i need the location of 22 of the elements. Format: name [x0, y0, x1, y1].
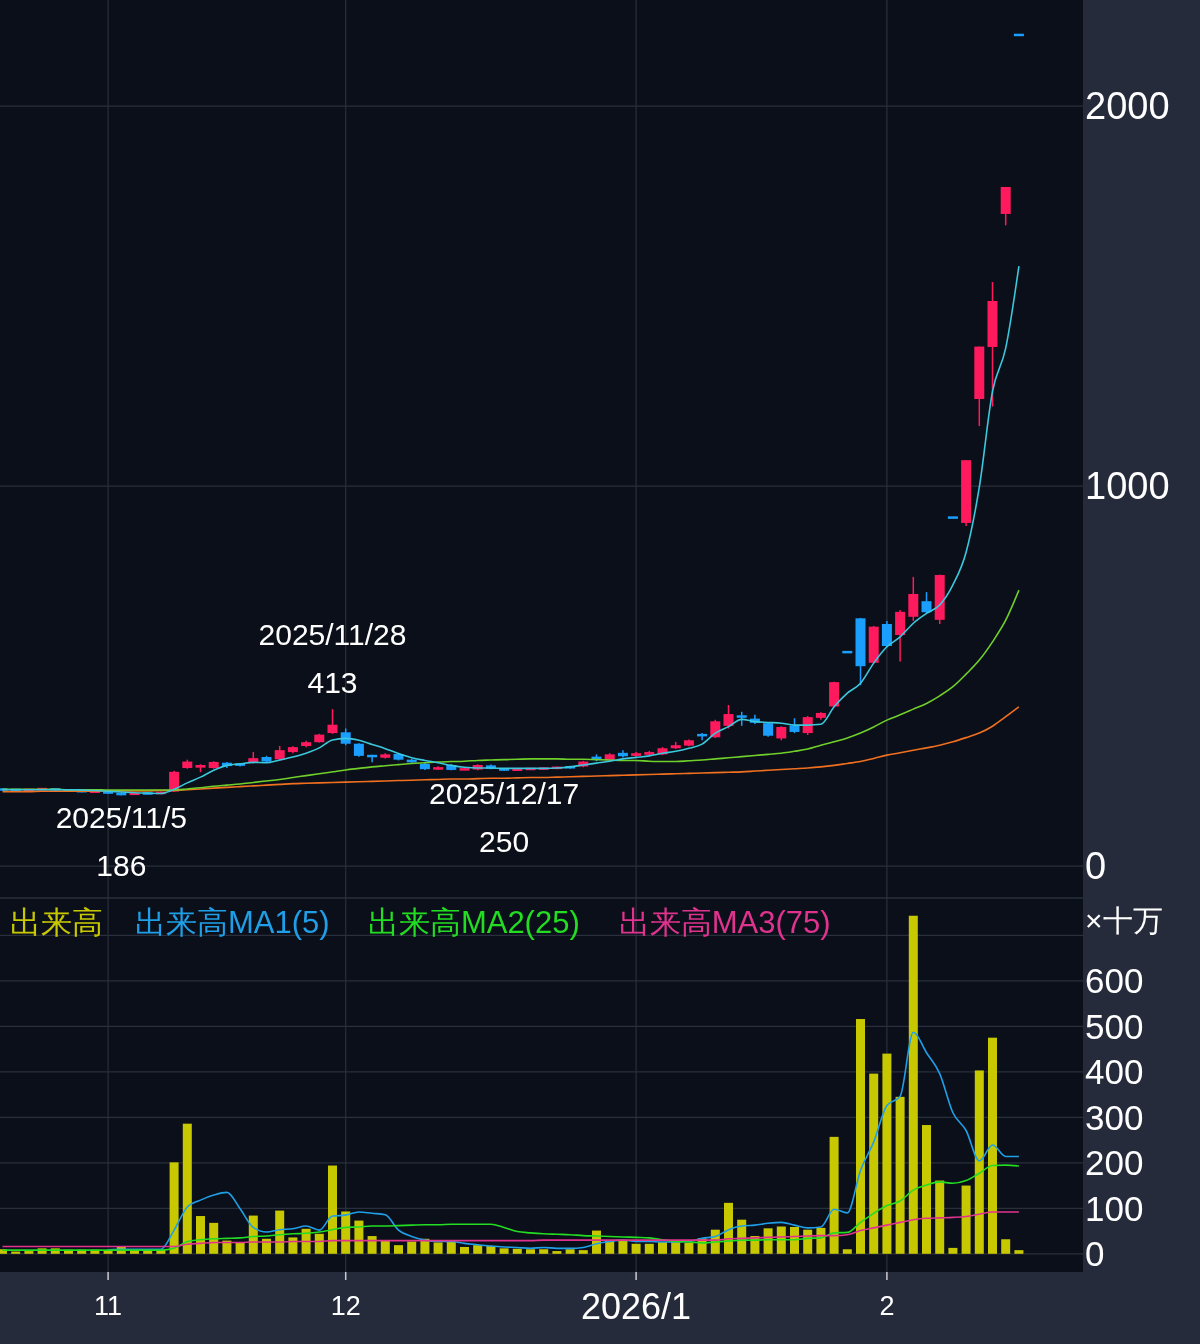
text: 出来高: [10, 905, 103, 940]
y-tick-label: 1000: [1085, 465, 1170, 508]
y-tick-label: 500: [1085, 1006, 1144, 1046]
x-tick-label: 2: [879, 1291, 895, 1321]
annotation: 2025/11/5 186: [55, 801, 187, 883]
y-tick-label: 300: [1085, 1097, 1144, 1137]
y-axis-title: ×十万: [1085, 903, 1163, 937]
y-tick-label: 200: [1085, 1143, 1144, 1183]
text: 出来高MA3(75): [618, 905, 831, 940]
y-tick-label: 2000: [1085, 85, 1170, 128]
text: 出来高MA1(5): [135, 905, 330, 940]
y-tick-label: 100: [1085, 1188, 1144, 1228]
y-tick-label: 400: [1085, 1052, 1144, 1092]
annotation: 2025/11/28 413: [258, 618, 407, 700]
y-tick-label: 600: [1085, 961, 1144, 1001]
x-tick-label: 2026/1: [581, 1285, 692, 1327]
x-tick-label: 11: [94, 1291, 123, 1321]
x-tick-label: 12: [330, 1291, 361, 1321]
text: 出来高MA2(25): [367, 905, 580, 940]
y-tick-label: 0: [1085, 845, 1107, 888]
annotation: 2025/12/17 250: [429, 777, 580, 859]
y-tick-label: 0: [1085, 1234, 1105, 1274]
